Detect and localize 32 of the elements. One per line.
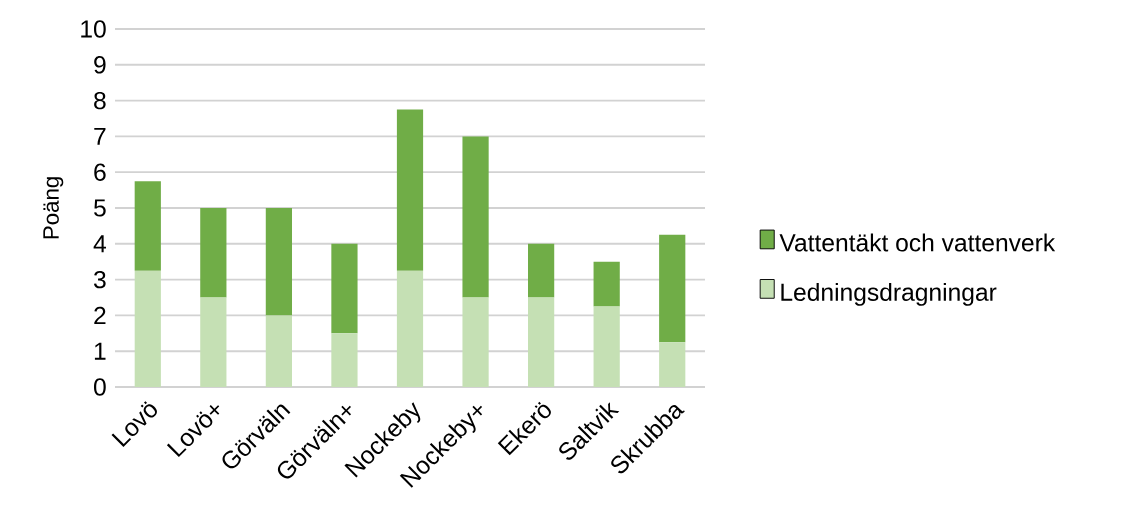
- bar: [396, 109, 424, 271]
- y-tick-label: 7: [94, 127, 106, 145]
- y-tick-label: 9: [94, 56, 106, 74]
- bar: [462, 297, 489, 387]
- bar: [200, 297, 227, 387]
- y-tick-label: 3: [93, 270, 106, 289]
- bar: [593, 261, 620, 307]
- bar: [462, 136, 489, 298]
- legend-label: Ledningsdragningar: [781, 282, 997, 306]
- y-tick-label: 8: [94, 91, 106, 110]
- bar: [265, 207, 293, 316]
- y-tick-label: 6: [94, 163, 106, 181]
- y-tick-label: 2: [94, 306, 106, 324]
- bar: [528, 243, 555, 298]
- bar: [134, 270, 161, 387]
- y-tick-label: 5: [94, 199, 106, 217]
- y-tick-label: 1: [94, 342, 106, 360]
- bar: [265, 315, 293, 387]
- bar: [528, 297, 555, 387]
- bar: [659, 342, 686, 387]
- bar: [331, 333, 358, 387]
- y-tick-label: 4: [93, 235, 106, 253]
- y-tick-label: 0: [94, 378, 106, 396]
- bar: [396, 270, 424, 387]
- bar: [134, 181, 161, 271]
- bar: [331, 243, 358, 334]
- y-axis-title: Poäng: [43, 177, 64, 239]
- y-tick-label: 10: [81, 20, 106, 38]
- legend-label: Vattentäkt och vattenverk: [779, 233, 1056, 252]
- bar: [593, 306, 620, 387]
- bar: [200, 207, 227, 298]
- bar: [659, 234, 686, 343]
